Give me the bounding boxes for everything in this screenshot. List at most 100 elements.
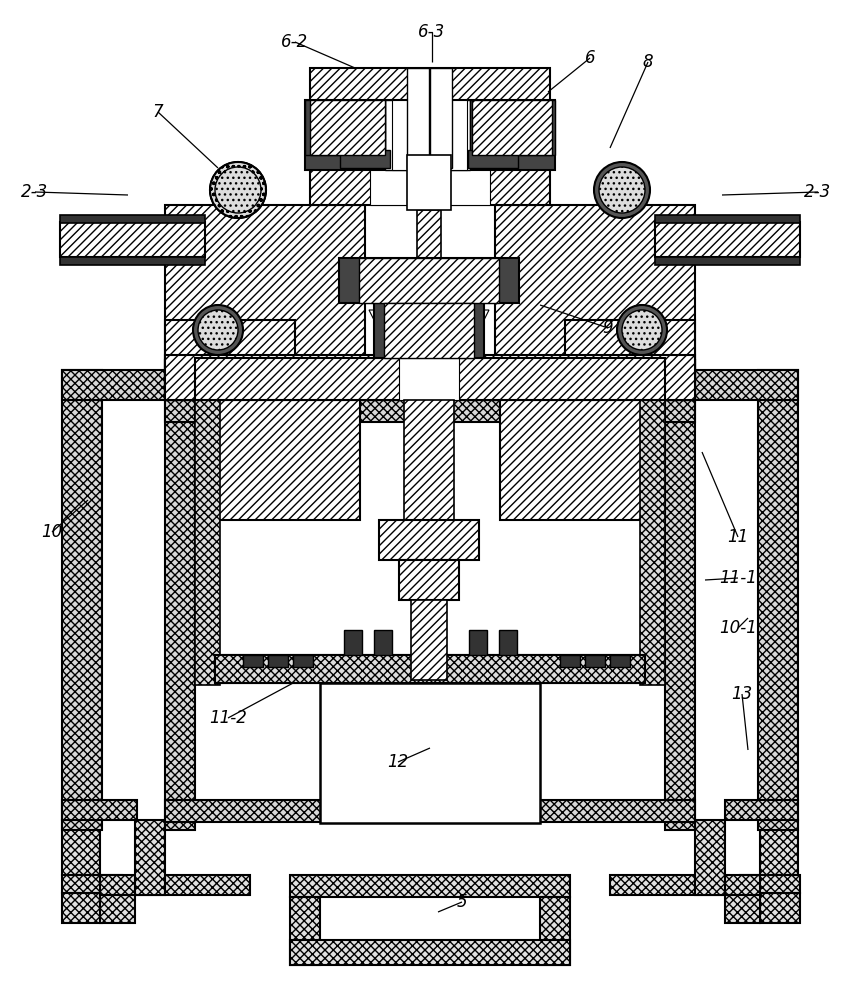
Text: 11: 11	[728, 528, 749, 546]
Bar	[760, 893, 800, 923]
Text: 2-3: 2-3	[21, 183, 49, 201]
Bar	[655, 215, 800, 223]
Polygon shape	[369, 310, 489, 370]
Bar	[665, 360, 695, 400]
Bar	[385, 100, 470, 170]
Bar	[215, 655, 645, 683]
Bar	[339, 258, 519, 303]
Bar	[610, 875, 760, 895]
Bar	[310, 148, 550, 205]
Bar	[195, 655, 665, 683]
Bar	[495, 205, 695, 400]
Bar	[470, 100, 555, 155]
Bar	[640, 400, 665, 685]
Bar	[135, 820, 165, 895]
Bar	[442, 100, 467, 170]
Bar	[320, 683, 540, 823]
Text: 10-1: 10-1	[719, 619, 757, 637]
Bar	[740, 875, 800, 893]
Circle shape	[594, 162, 650, 218]
Text: 7: 7	[153, 103, 163, 121]
Circle shape	[210, 162, 266, 218]
Bar	[195, 358, 665, 400]
Text: 9: 9	[603, 319, 613, 337]
Circle shape	[617, 305, 667, 355]
Text: 11-1: 11-1	[719, 569, 757, 587]
Bar	[290, 897, 320, 965]
Bar	[725, 895, 760, 923]
Bar	[758, 370, 798, 830]
Bar	[760, 820, 798, 875]
Bar	[407, 155, 451, 210]
Text: 12: 12	[387, 753, 409, 771]
Circle shape	[198, 310, 238, 350]
Bar	[690, 370, 798, 400]
Text: 6-3: 6-3	[418, 23, 446, 41]
Bar	[695, 820, 725, 895]
Text: 2-3: 2-3	[804, 183, 832, 201]
Bar	[585, 655, 605, 667]
Bar	[374, 303, 484, 358]
Bar	[725, 800, 798, 820]
Text: 13: 13	[731, 685, 752, 703]
Bar	[62, 875, 122, 893]
Bar	[310, 100, 385, 155]
Bar	[560, 655, 580, 667]
Bar	[62, 370, 102, 830]
Bar	[100, 895, 135, 923]
Bar	[268, 655, 288, 667]
Bar	[540, 897, 570, 965]
Bar	[165, 400, 695, 422]
Bar	[370, 148, 490, 205]
Bar	[417, 210, 441, 270]
Text: 10: 10	[41, 523, 63, 541]
Bar	[293, 655, 313, 667]
Bar	[344, 630, 362, 655]
Bar	[399, 560, 459, 600]
Bar	[565, 320, 695, 400]
Circle shape	[599, 167, 645, 213]
Bar	[195, 400, 220, 685]
Bar	[359, 258, 499, 303]
Bar	[62, 370, 172, 400]
Circle shape	[210, 162, 266, 218]
Bar	[340, 150, 390, 168]
Bar	[411, 600, 447, 680]
Bar	[165, 360, 325, 378]
Bar	[305, 100, 555, 170]
Bar	[62, 820, 100, 875]
Circle shape	[215, 167, 261, 213]
Bar	[165, 355, 695, 400]
Bar	[310, 68, 550, 100]
Bar	[100, 875, 250, 895]
Bar	[165, 800, 695, 822]
Bar	[290, 875, 570, 897]
Bar	[165, 400, 195, 830]
Bar	[472, 100, 552, 155]
Bar	[165, 360, 195, 400]
Bar	[399, 358, 459, 400]
Bar	[60, 222, 205, 257]
Bar	[535, 360, 695, 378]
Text: 5: 5	[457, 893, 467, 911]
Bar	[243, 655, 263, 667]
Bar	[60, 215, 205, 223]
Bar	[374, 630, 392, 655]
Text: 8: 8	[643, 53, 654, 71]
Bar	[165, 205, 365, 400]
Text: 6: 6	[585, 49, 595, 67]
Bar	[195, 400, 360, 520]
Bar	[499, 630, 517, 655]
Circle shape	[622, 310, 662, 350]
Bar	[165, 320, 295, 400]
Bar	[430, 68, 452, 168]
Bar	[404, 400, 454, 520]
Bar	[655, 222, 800, 257]
Bar	[469, 630, 487, 655]
Text: 11-2: 11-2	[209, 709, 247, 727]
Circle shape	[193, 305, 243, 355]
Bar	[379, 520, 479, 560]
Bar	[610, 655, 630, 667]
Bar	[500, 400, 665, 520]
Bar	[290, 940, 570, 965]
